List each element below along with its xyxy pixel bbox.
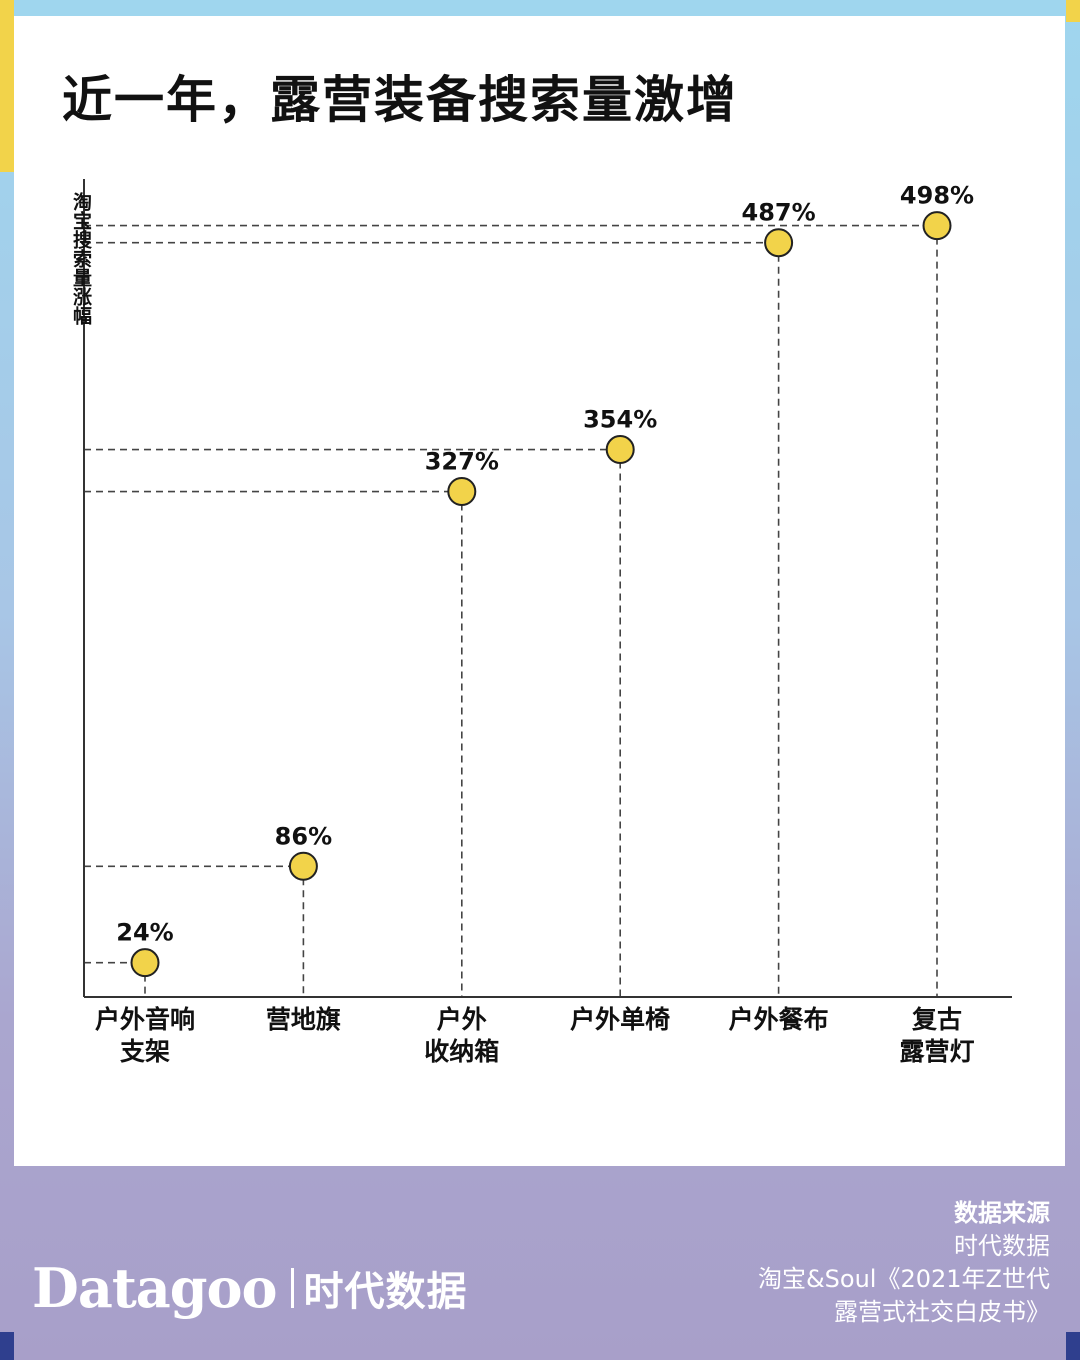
- data-point: [288, 851, 318, 881]
- y-axis-label: 淘宝搜索量涨幅: [70, 192, 92, 325]
- x-tick-label: 营地旗: [265, 1005, 341, 1034]
- right-accent-strip-navy: [1066, 1332, 1080, 1360]
- data-label: 354%: [583, 406, 657, 434]
- brand-logo: Datagoo 时代数据: [32, 1256, 468, 1320]
- source-line: 时代数据: [954, 1232, 1050, 1260]
- data-point: [922, 211, 952, 241]
- brand-logo-chinese: 时代数据: [303, 1269, 468, 1315]
- data-points-layer: [130, 211, 952, 978]
- brand-logo-latin: Datagoo: [32, 1256, 278, 1320]
- guide-lines-layer: [84, 224, 938, 997]
- data-source-block: 数据来源 时代数据 淘宝&Soul《2021年Z世代 露营式社交白皮书》: [758, 1196, 1050, 1329]
- page-title: 近一年，露营装备搜索量激增: [62, 71, 738, 129]
- x-tick-label: 户外 收纳箱: [424, 1005, 500, 1066]
- source-heading: 数据来源: [954, 1199, 1050, 1227]
- x-tick-label: 户外音响 支架: [94, 1005, 195, 1066]
- data-label: 24%: [116, 919, 173, 947]
- dot-chart: 24% 86% 327% 354% 487% 498%: [83, 179, 1012, 998]
- source-line: 淘宝&Soul《2021年Z世代: [757, 1265, 1050, 1293]
- x-tick-label: 户外单椅: [570, 1005, 671, 1034]
- data-label: 487%: [742, 199, 816, 227]
- brand-logo-divider: [290, 1268, 294, 1308]
- x-tick-label: 户外餐布: [728, 1005, 829, 1034]
- left-accent-strip-yellow: [0, 0, 14, 172]
- chart-card: 近一年，露营装备搜索量激增 24% 86% 327% 354% 487% 498% 淘宝搜…: [14, 16, 1065, 1166]
- data-point: [447, 477, 477, 507]
- source-line: 露营式社交白皮书》: [834, 1298, 1050, 1326]
- data-label: 86%: [275, 822, 332, 850]
- x-tick-label: 复古 露营灯: [899, 1005, 975, 1066]
- left-accent-strip-navy: [0, 1332, 14, 1360]
- data-label: 498%: [900, 182, 974, 210]
- data-point: [764, 228, 794, 258]
- right-accent-strip-yellow: [1066, 0, 1080, 22]
- data-point: [605, 435, 635, 465]
- data-label: 327%: [425, 448, 499, 476]
- data-point: [130, 948, 160, 978]
- data-labels-layer: 24% 86% 327% 354% 487% 498%: [116, 182, 974, 947]
